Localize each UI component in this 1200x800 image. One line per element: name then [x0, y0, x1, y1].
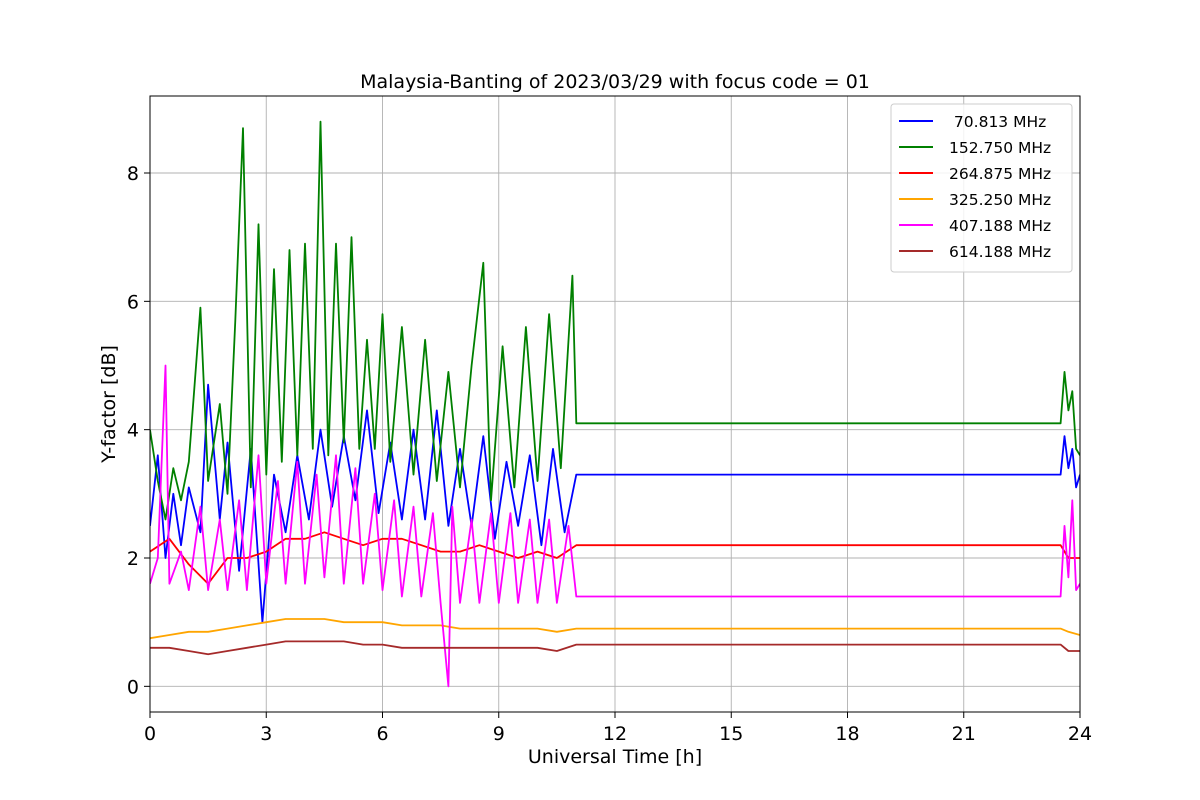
legend-entry-1: 152.750 MHz — [949, 139, 1051, 157]
x-tick-label: 12 — [603, 723, 627, 745]
series-line-5 — [150, 640, 1080, 656]
chart-title: Malaysia-Banting of 2023/03/29 with focu… — [360, 71, 870, 93]
x-axis-label: Universal Time [h] — [528, 746, 702, 768]
series-line-1 — [150, 120, 1080, 521]
x-tick-label: 3 — [260, 723, 272, 745]
x-tick-label: 21 — [952, 723, 976, 745]
series-line-0 — [150, 383, 1080, 624]
y-axis-label: Y-factor [dB] — [98, 345, 120, 464]
x-tick-label: 24 — [1068, 723, 1092, 745]
series-line-2 — [150, 531, 1080, 585]
y-tick-label: 2 — [127, 548, 139, 570]
y-tick-label: 6 — [127, 291, 139, 313]
legend-entry-3: 325.250 MHz — [949, 191, 1051, 209]
series-line-4 — [150, 364, 1080, 688]
legend-box — [890, 103, 1073, 273]
x-tick-label: 9 — [493, 723, 505, 745]
x-tick-label: 0 — [144, 723, 156, 745]
x-tick-label: 15 — [719, 723, 743, 745]
legend-entry-2: 264.875 MHz — [949, 165, 1051, 183]
x-tick-label: 6 — [376, 723, 388, 745]
legend-entry-0: 70.813 MHz — [949, 113, 1046, 131]
legend: 70.813 MHz 152.750 MHz 264.875 MHz 325.250 … — [890, 103, 1073, 273]
legend-entry-4: 407.188 MHz — [949, 217, 1051, 235]
legend-entry-5: 614.188 MHz — [949, 243, 1051, 261]
y-tick-label: 0 — [127, 676, 139, 698]
series-lines — [150, 120, 1080, 688]
y-tick-label: 4 — [127, 420, 139, 442]
series-line-3 — [150, 618, 1080, 640]
x-tick-label: 18 — [835, 723, 859, 745]
y-tick-label: 8 — [127, 163, 139, 185]
